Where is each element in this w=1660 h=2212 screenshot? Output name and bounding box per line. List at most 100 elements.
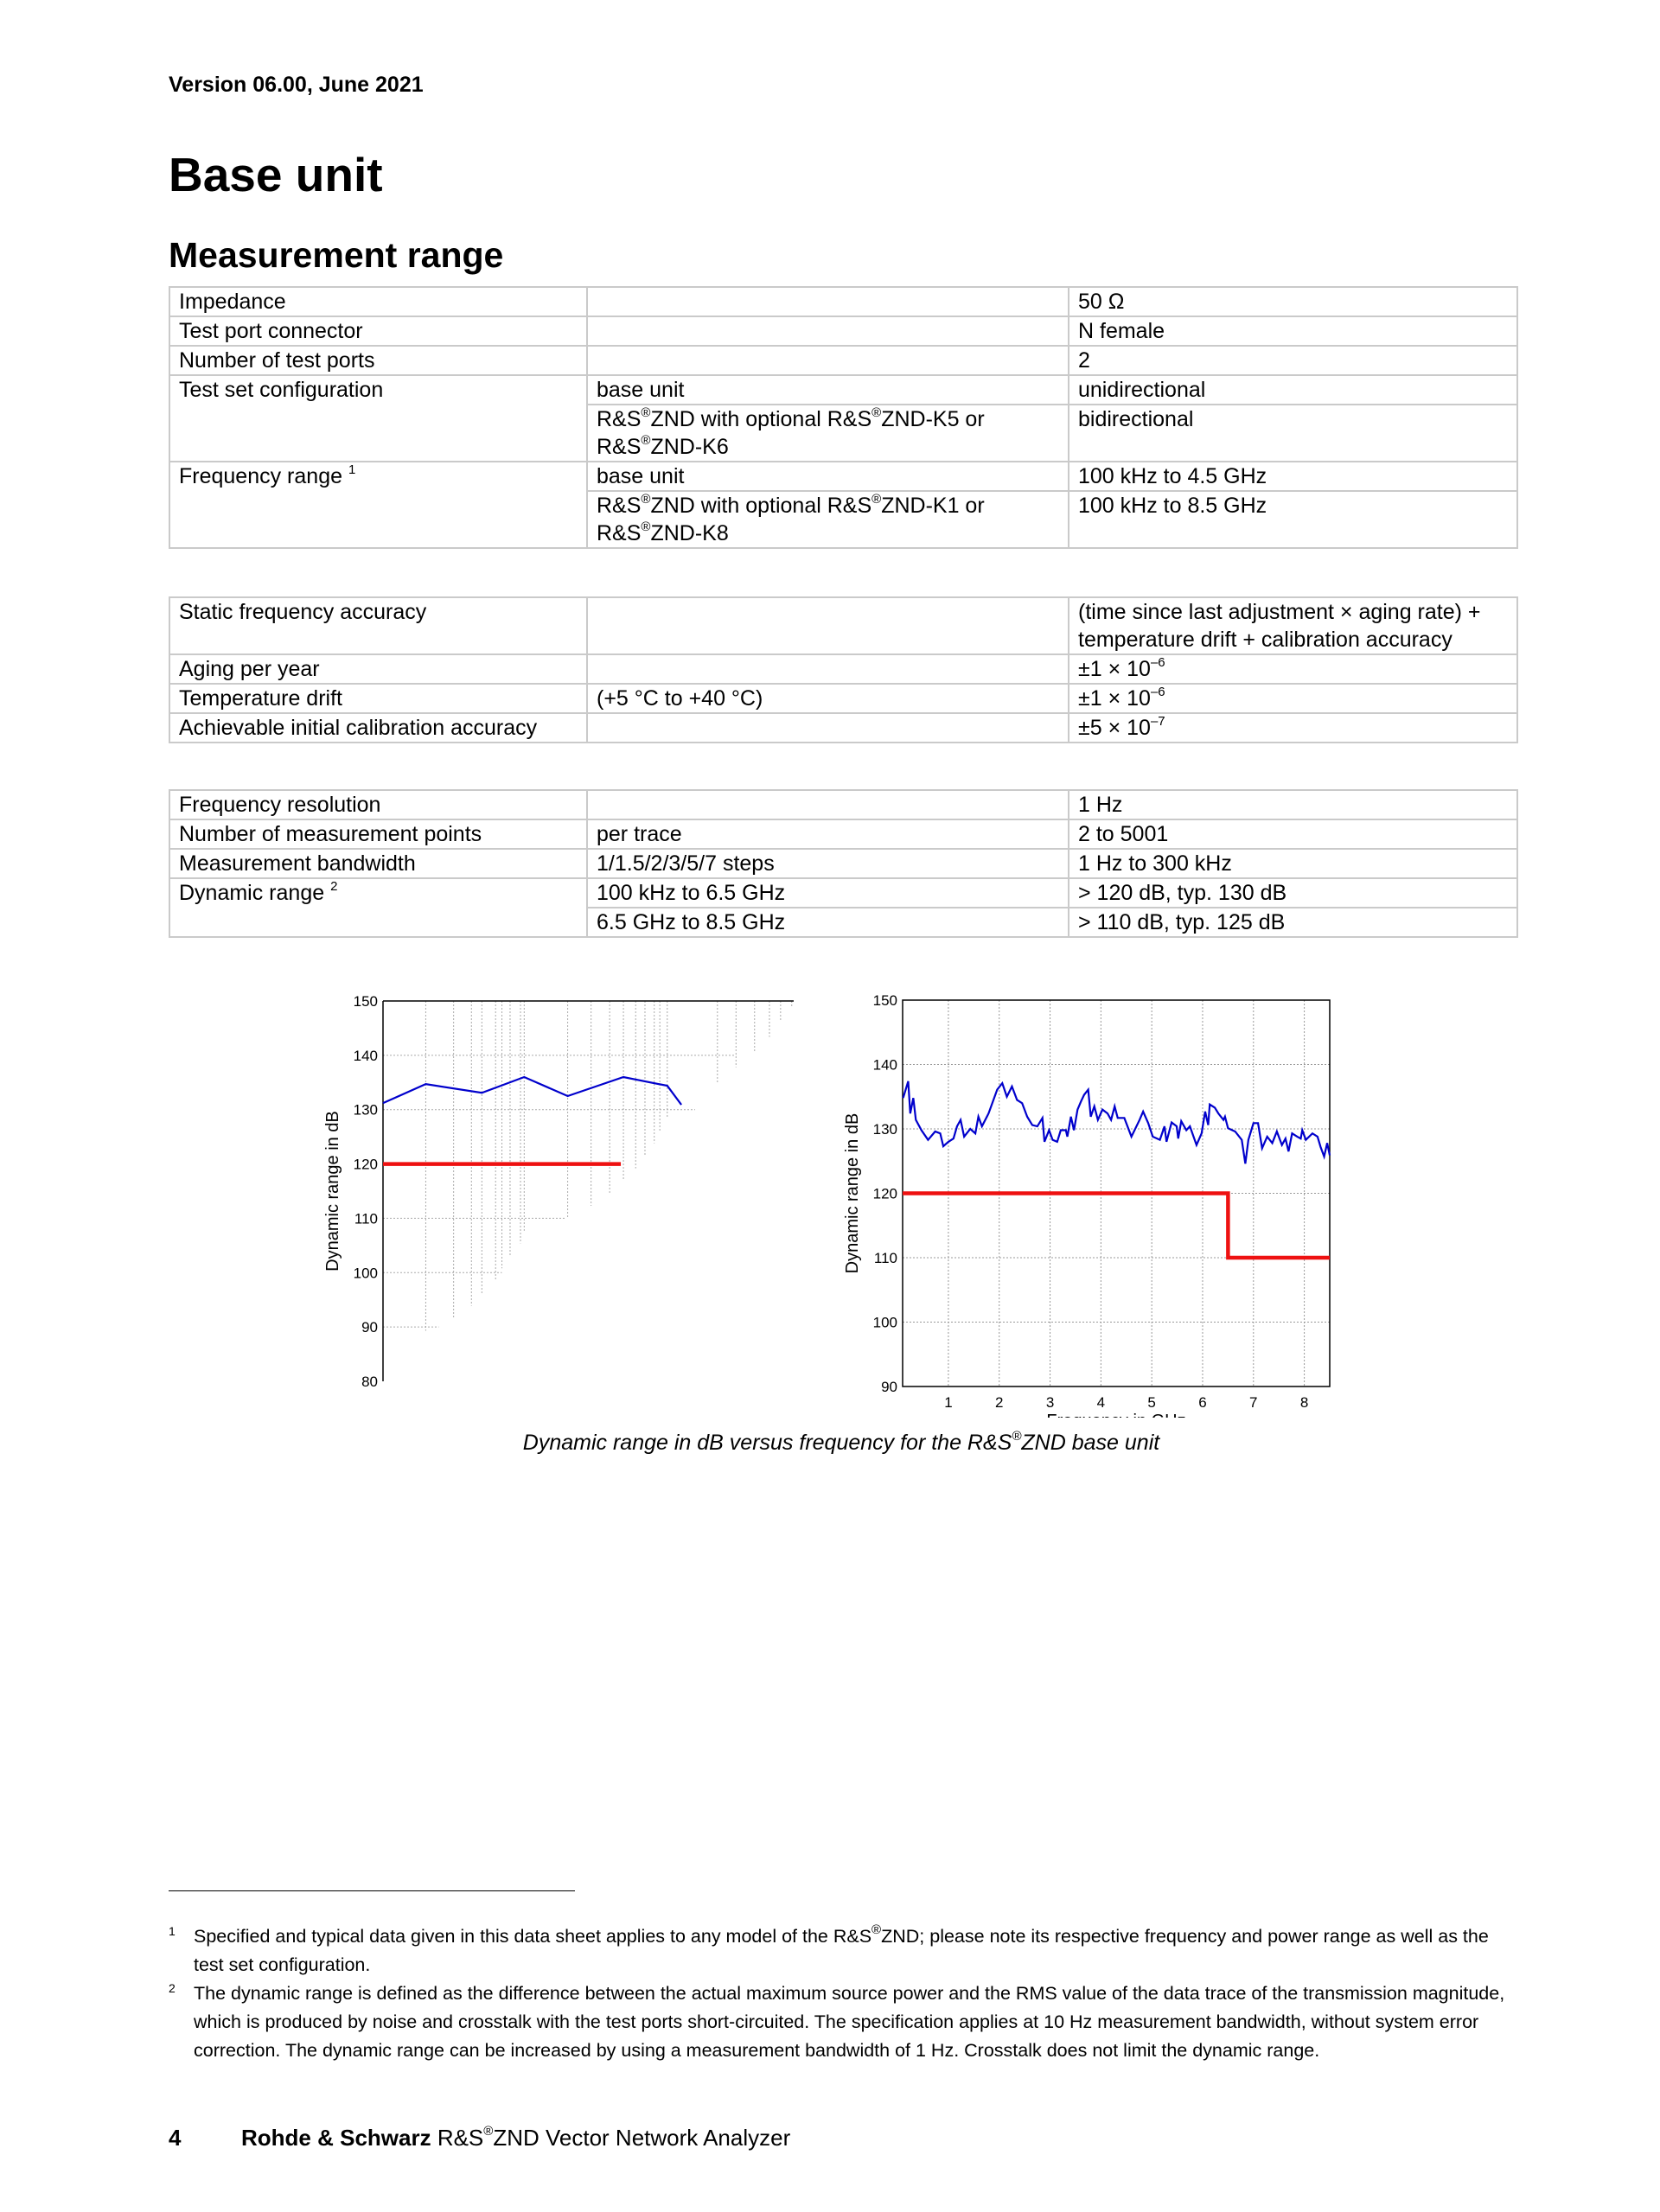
value-cell: > 120 dB, typ. 130 dB xyxy=(1068,877,1518,908)
value-cell: N female xyxy=(1068,316,1518,347)
value-cell: 1 Hz xyxy=(1068,789,1518,820)
y-tick-label: 110 xyxy=(354,1210,378,1227)
table-row: Number of test ports 2 xyxy=(169,345,1518,376)
cond-cell: base unit xyxy=(586,461,1069,492)
registered-mark: ® xyxy=(641,519,651,534)
page-number: 4 xyxy=(169,2125,182,2151)
y-tick-label: 100 xyxy=(354,1265,378,1281)
table-row: Number of measurement points per trace 2 t… xyxy=(169,819,1518,850)
table-row: R&S®ZND with optional R&S®ZND-K1 or R&S®… xyxy=(169,490,1518,549)
page-footer: 4 Rohde & Schwarz R&S®ZND Vector Network … xyxy=(169,2125,790,2151)
registered-mark: ® xyxy=(641,491,651,507)
y-tick-label: 130 xyxy=(354,1102,378,1119)
cond-cell: 100 kHz to 6.5 GHz xyxy=(586,877,1069,908)
y-tick-label: 140 xyxy=(354,1048,378,1064)
footnote-divider xyxy=(169,1890,575,1891)
footnote-ref[interactable]: 1 xyxy=(348,462,356,477)
cond-cell: base unit xyxy=(586,374,1069,405)
y-tick-label: 150 xyxy=(354,993,378,1010)
x-tick-label: 1 xyxy=(944,1394,952,1411)
y-tick-label: 140 xyxy=(873,1057,897,1074)
exponent: –6 xyxy=(1150,654,1165,670)
footnote-2: 2 The dynamic range is defined as the dif… xyxy=(169,1979,1517,2065)
y-tick-label: 90 xyxy=(361,1319,378,1335)
value-cell: unidirectional xyxy=(1068,374,1518,405)
registered-mark: ® xyxy=(872,405,882,420)
x-tick-label: 8 xyxy=(1300,1394,1308,1411)
cond-cell xyxy=(586,653,1069,685)
registered-mark: ® xyxy=(872,491,882,507)
table-row: Achievable initial calibration accuracy ±… xyxy=(169,712,1518,743)
table-row: Measurement bandwidth 1/1.5/2/3/5/7 steps… xyxy=(169,848,1518,879)
figure-caption: Dynamic range in dB versus frequency for… xyxy=(522,1428,1160,1455)
footnote-number: 2 xyxy=(169,1981,176,1995)
value-text: ±1 × 10 xyxy=(1078,686,1151,711)
param-cell: Test set configuration xyxy=(169,374,588,462)
value-cell: > 110 dB, typ. 125 dB xyxy=(1068,907,1518,938)
cond-cell xyxy=(586,316,1069,347)
table-row: Temperature drift (+5 °C to +40 °C) ±1 × 1… xyxy=(169,683,1518,714)
param-cell: Static frequency accuracy xyxy=(169,596,588,655)
spec-table-resolution: Frequency resolution 1 Hz Number of measu… xyxy=(169,789,1518,938)
y-tick-label: 130 xyxy=(873,1121,897,1138)
cond-cell: R&S®ZND with optional R&S®ZND-K1 or R&S®… xyxy=(586,490,1069,549)
footnote-ref[interactable]: 2 xyxy=(330,878,338,894)
value-cell: 100 kHz to 8.5 GHz xyxy=(1068,490,1518,549)
registered-mark: ® xyxy=(641,405,651,420)
param-text: Frequency range xyxy=(179,464,343,488)
param-cell: Aging per year xyxy=(169,653,588,685)
cond-cell: (+5 °C to +40 °C) xyxy=(586,683,1069,714)
cond-cell: 6.5 GHz to 8.5 GHz xyxy=(586,907,1069,938)
section-title: Measurement range xyxy=(169,235,504,275)
footnote-1: 1 Specified and typical data given in thi… xyxy=(169,1922,1517,1979)
y-tick-label: 150 xyxy=(873,992,897,1009)
y-tick-label: 110 xyxy=(874,1250,897,1266)
cond-cell: R&S®ZND with optional R&S®ZND-K5 or R&S®… xyxy=(586,404,1069,462)
footer-brand: Rohde & Schwarz xyxy=(241,2125,431,2151)
x-tick-label: 6 xyxy=(1198,1394,1206,1411)
spec-table-general: Impedance 50 Ω Test port connector N femal… xyxy=(169,286,1518,549)
cond-cell xyxy=(586,345,1069,376)
table-row: Impedance 50 Ω xyxy=(169,286,1518,317)
version-label: Version 06.00, June 2021 xyxy=(169,73,424,97)
value-cell: 2 to 5001 xyxy=(1068,819,1518,850)
table-row: Dynamic range 2 100 kHz to 6.5 GHz > 120 d… xyxy=(169,877,1518,938)
registered-mark: ® xyxy=(1012,1428,1022,1444)
registered-mark: ® xyxy=(483,2124,494,2139)
footnote-text: The dynamic range is defined as the diff… xyxy=(194,1983,1505,2061)
chart-left: 150 140 130 120 110 100 90 80 Dynamic range in d… xyxy=(323,993,794,1390)
param-cell: Frequency resolution xyxy=(169,789,588,820)
param-cell: Temperature drift xyxy=(169,683,588,714)
value-text: ±1 × 10 xyxy=(1078,657,1151,681)
footnote-number: 1 xyxy=(169,1924,176,1938)
value-cell: ±1 × 10–6 xyxy=(1068,653,1518,685)
param-cell: Dynamic range 2 xyxy=(169,877,588,938)
y-tick-label: 120 xyxy=(873,1186,897,1202)
cond-cell xyxy=(586,789,1069,820)
table-row: Frequency resolution 1 Hz xyxy=(169,789,1518,820)
exponent: –7 xyxy=(1150,713,1165,729)
x-tick-label: 5 xyxy=(1147,1394,1155,1411)
value-cell: 2 xyxy=(1068,345,1518,376)
param-cell: Test port connector xyxy=(169,316,588,347)
table-row: Aging per year ±1 × 10–6 xyxy=(169,653,1518,685)
y-tick-label: 90 xyxy=(881,1379,897,1395)
y-axis-label: Dynamic range in dB xyxy=(843,1113,862,1274)
table-row: Frequency range 1 base unit 100 kHz to 4.5… xyxy=(169,461,1518,549)
x-tick-label: 2 xyxy=(995,1394,1003,1411)
x-tick-label: 7 xyxy=(1249,1394,1257,1411)
chart-right: 1 2 3 4 5 6 7 8 Frequency in GHz 150 140 130 120 110 1… xyxy=(843,992,1331,1418)
value-text: ±5 × 10 xyxy=(1078,716,1151,740)
value-cell: ±5 × 10–7 xyxy=(1068,712,1518,743)
param-cell: Number of test ports xyxy=(169,345,588,376)
table-row: Test port connector N female xyxy=(169,316,1518,347)
registered-mark: ® xyxy=(872,1922,882,1937)
y-tick-label: 80 xyxy=(361,1374,378,1390)
param-cell: Impedance xyxy=(169,286,588,317)
y-axis-label: Dynamic range in dB xyxy=(323,1111,342,1272)
value-cell: bidirectional xyxy=(1068,404,1518,462)
x-axis-label: Frequency in GHz xyxy=(1046,1412,1185,1418)
typical-dynamic-range-line xyxy=(902,1081,1331,1164)
typical-dynamic-range-line xyxy=(382,1075,682,1106)
specified-dynamic-range-line xyxy=(903,1191,1330,1260)
